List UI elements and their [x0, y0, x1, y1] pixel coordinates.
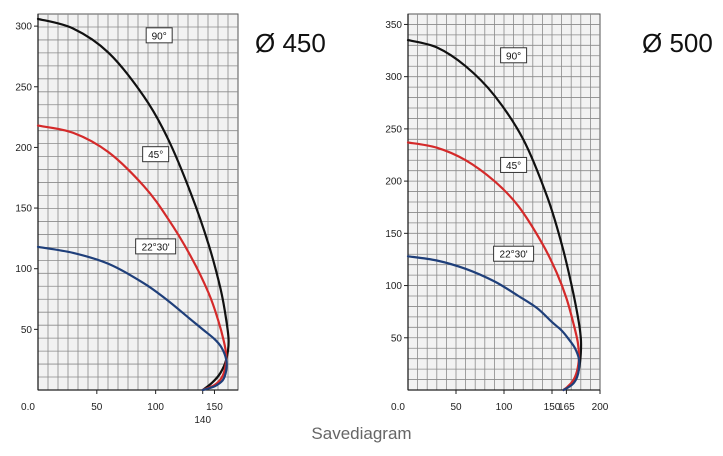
x-tick-label: 150 — [206, 402, 223, 413]
y-tick-label: 250 — [15, 82, 32, 93]
grid-lines — [408, 14, 600, 390]
series-label-box — [500, 156, 528, 173]
y-tick-label: 200 — [15, 143, 32, 154]
x-tick-label: 100 — [147, 402, 164, 413]
series-label-90: 90° — [506, 51, 521, 62]
series-label-22_30: 22°30' — [500, 250, 528, 261]
series-label-45: 45° — [506, 161, 521, 172]
x-tick-label: 50 — [91, 402, 103, 413]
series-line-45 — [406, 141, 581, 392]
series-line-45 — [36, 124, 228, 392]
x-tick-label: 200 — [592, 402, 609, 413]
y-tick-label: 150 — [385, 229, 402, 240]
figure-caption: Savediagram — [311, 424, 412, 443]
x-tick-label: 140 — [194, 415, 211, 426]
x-tick-label: 150 — [544, 402, 561, 413]
x-tick-label: 165 — [558, 402, 575, 413]
chart-title: Ø 500 — [642, 28, 713, 58]
x-tick-label: 100 — [496, 402, 513, 413]
series-line-22_30 — [406, 255, 581, 392]
y-tick-label: 300 — [15, 22, 32, 33]
x-tick-label: 0.0 — [391, 402, 405, 413]
chart-title: Ø 450 — [255, 28, 326, 58]
y-tick-label: 150 — [15, 204, 32, 215]
y-tick-label: 250 — [385, 124, 402, 135]
series-line-22_30 — [36, 245, 228, 392]
chart-1: 50 100 150 200 250 300 0.0 50 100 150 140 90° 45° 22°… — [15, 13, 326, 426]
grid-lines — [38, 14, 238, 390]
series-label-45: 45° — [148, 150, 163, 161]
y-tick-label: 350 — [385, 20, 402, 31]
y-tick-label: 100 — [15, 264, 32, 275]
y-tick-label: 50 — [391, 333, 403, 344]
series-label-box — [145, 27, 173, 44]
x-tick-label: 0.0 — [21, 402, 35, 413]
series-label-box — [135, 238, 177, 255]
x-tick-label: 50 — [450, 402, 462, 413]
series-label-90: 90° — [152, 31, 167, 42]
series-line-90 — [36, 17, 230, 392]
series-label-22_30: 22°30' — [142, 242, 170, 253]
y-tick-label: 50 — [21, 325, 33, 336]
series-label-box — [142, 146, 170, 163]
y-tick-label: 300 — [385, 72, 402, 83]
series-label-box — [500, 47, 528, 64]
y-tick-label: 200 — [385, 177, 402, 188]
y-tick-label: 100 — [385, 281, 402, 292]
series-label-box — [493, 245, 535, 262]
